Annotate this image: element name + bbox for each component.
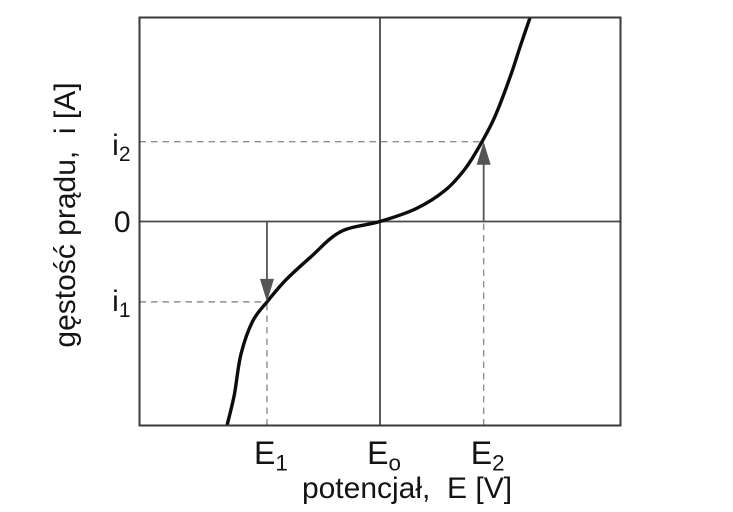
- tick-base: i: [112, 284, 119, 318]
- tick-subscript: 1: [118, 298, 131, 322]
- arrowhead-down: [259, 278, 274, 302]
- plot-frame: [138, 16, 622, 427]
- tick-subscript: 2: [492, 449, 505, 475]
- x-axis-label: potencjał, E [V]: [301, 472, 513, 505]
- tick-subscript: o: [388, 449, 401, 475]
- tick-base: i: [112, 128, 119, 162]
- tick-base: E: [254, 434, 276, 471]
- x-tick-e2: E2: [470, 434, 505, 474]
- y-axis-label: gęstość prądu, i [A]: [49, 82, 82, 348]
- arrowhead-up: [476, 141, 491, 165]
- y-tick-i1: i1: [112, 284, 130, 320]
- tick-base: 0: [113, 205, 131, 239]
- x-tick-e0: Eo: [367, 434, 401, 474]
- polarization-curve: [225, 17, 532, 426]
- tick-subscript: 1: [275, 449, 288, 475]
- y-tick-i2: i2: [112, 128, 130, 164]
- tick-base: E: [470, 434, 493, 471]
- y-tick-zero: 0: [113, 205, 131, 239]
- tick-subscript: 2: [118, 142, 131, 166]
- x-tick-e1: E1: [254, 434, 288, 474]
- tick-base: E: [367, 434, 389, 471]
